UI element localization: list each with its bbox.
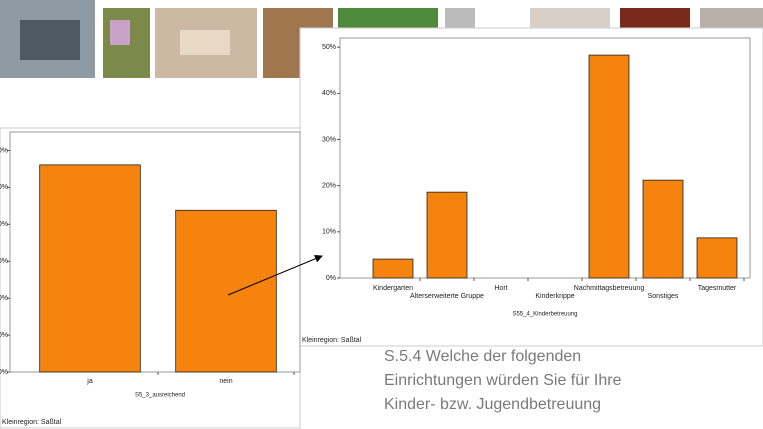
- photo: [20, 20, 80, 60]
- y-tick-label: 40%: [0, 221, 8, 228]
- bar: [372, 258, 414, 279]
- x-tick-label: Kinderkrippe: [535, 293, 574, 300]
- y-tick-label: 40%: [322, 90, 336, 97]
- y-tick-label: 60%: [0, 147, 8, 154]
- x-tick-label: Tagesmutter: [698, 285, 737, 292]
- plot-frame: [339, 37, 751, 279]
- photo: [180, 30, 230, 55]
- x-axis-label: S55_4_Kinderbetreuung: [512, 312, 577, 318]
- y-tick-label: 10%: [322, 229, 336, 236]
- bar: [696, 237, 738, 279]
- bar: [642, 179, 684, 279]
- arrow: [227, 254, 323, 296]
- photo-strip: [0, 0, 763, 78]
- bar: [588, 54, 630, 279]
- x-tick-label: ja: [86, 378, 93, 385]
- x-tick-label: Kindergarten: [373, 285, 413, 292]
- y-tick-label: 0%: [0, 369, 8, 376]
- y-tick-label: 20%: [0, 295, 8, 302]
- x-axis-label: S5_3_ausreichend: [135, 393, 185, 399]
- y-tick-label: 10%: [0, 332, 8, 339]
- y-tick-label: 20%: [322, 183, 336, 190]
- x-tick-label: Nachmittagsbetreuung: [574, 285, 645, 292]
- y-tick-label: 50%: [322, 44, 336, 51]
- y-tick-label: 30%: [0, 258, 8, 265]
- footer: Kleinregion: Saßtal: [2, 419, 62, 426]
- y-tick-label: 0%: [326, 275, 336, 282]
- x-tick-label: nein: [219, 378, 232, 385]
- x-tick-label: Hort: [494, 285, 507, 292]
- photo: [110, 20, 130, 45]
- x-tick-label: Sonstiges: [648, 293, 679, 300]
- x-tick-label: Alterserweiterte Gruppe: [410, 293, 484, 300]
- y-tick-label: 30%: [322, 136, 336, 143]
- caption: S.5.4 Welche der folgenden Einrichtungen…: [384, 348, 622, 413]
- charts: 0% 10% 20% 30% 40% 50% 60% ja nein S5_3_ausreiche…: [0, 44, 745, 426]
- footer: Kleinregion: Saßtal: [302, 337, 362, 344]
- bar: [39, 164, 141, 373]
- bar: [426, 191, 468, 279]
- y-tick-label: 50%: [0, 184, 8, 191]
- bar: [175, 209, 277, 373]
